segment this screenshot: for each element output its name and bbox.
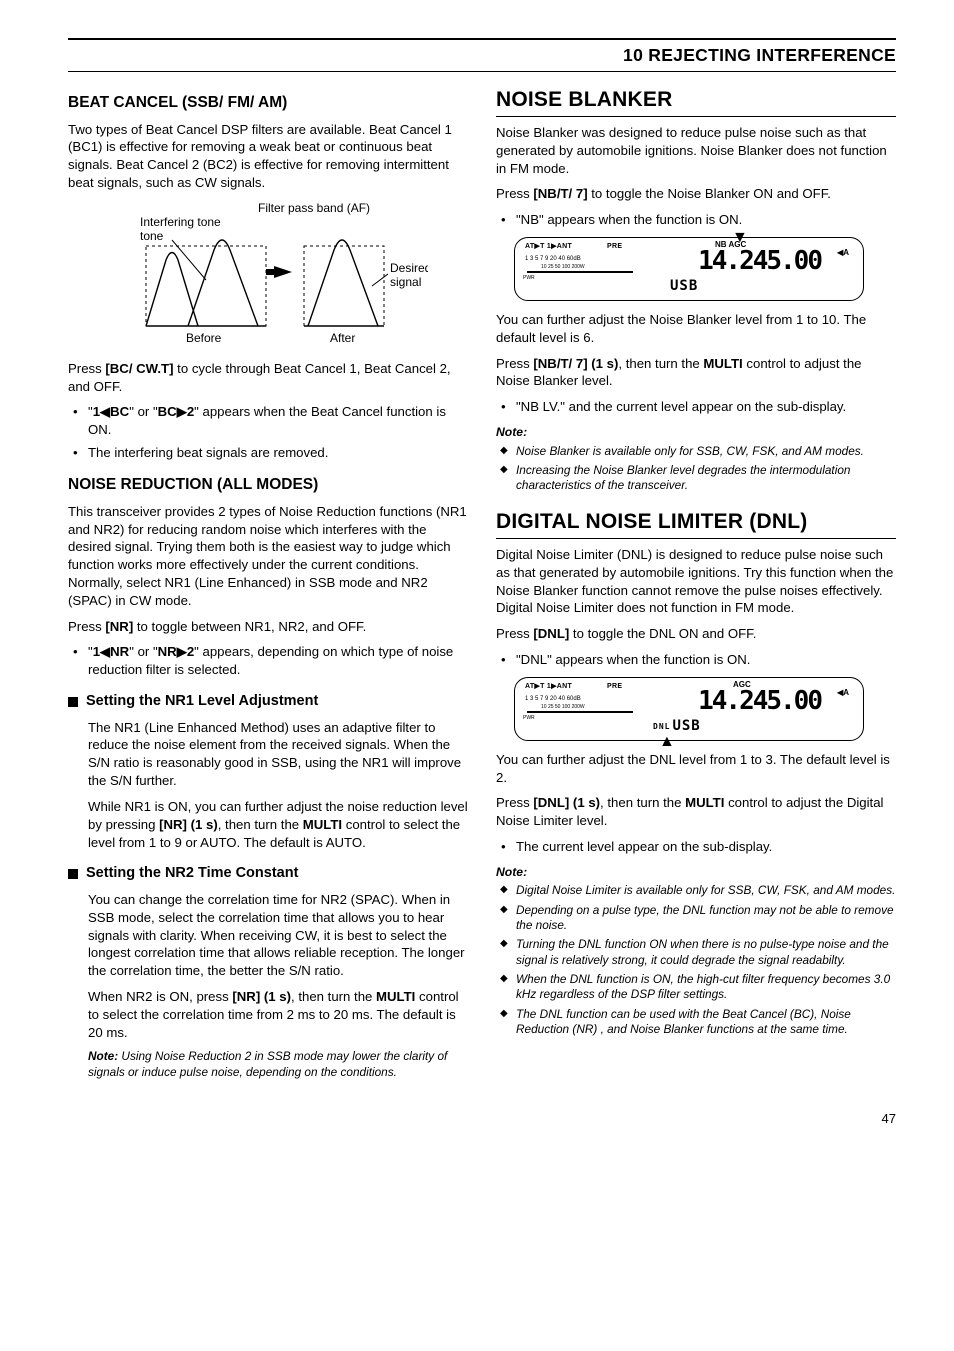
nb-intro: Noise Blanker was designed to reduce pul… bbox=[496, 124, 896, 177]
two-column-layout: BEAT CANCEL (SSB/ FM/ AM) Two types of B… bbox=[68, 80, 896, 1088]
dnl-lcd-wrap: AT▶T 1▶ANT PRE AGC 1 3 5 7 9 20 40 60dB … bbox=[514, 677, 864, 741]
nr-press: Press [NR] to toggle between NR1, NR2, a… bbox=[68, 618, 468, 636]
svg-text:1 3 5 7 9 20 40 60dB: 1 3 5 7 9 20 40 60dB bbox=[525, 256, 581, 262]
dnl-note-4: When the DNL function is ON, the high-cu… bbox=[496, 972, 896, 1003]
nr-intro: This transceiver provides 2 types of Noi… bbox=[68, 503, 468, 610]
dnl-notes: Digital Noise Limiter is available only … bbox=[496, 883, 896, 1037]
dnl-heading: DIGITAL NOISE LIMITER (DNL) bbox=[496, 508, 896, 539]
nb-bullet-1: "NB" appears when the function is ON. bbox=[496, 211, 896, 229]
lcd-att-ant: AT▶T 1▶ANT bbox=[525, 242, 572, 251]
svg-text:PWR: PWR bbox=[523, 275, 535, 280]
dnl-bullet-2: The current level appear on the sub-disp… bbox=[496, 838, 896, 856]
nr-heading: NOISE REDUCTION (ALL MODES) bbox=[68, 475, 468, 496]
lcd-frequency: 14.245.00 bbox=[698, 244, 821, 280]
nb-note-lead: Note: bbox=[496, 424, 896, 440]
svg-text:PWR: PWR bbox=[523, 715, 535, 720]
nb-bullet-2-list: "NB LV." and the current level appear on… bbox=[496, 398, 896, 416]
diagram-interfering-label: Interfering tone bbox=[140, 215, 221, 229]
nb-note-1: Noise Blanker is available only for SSB,… bbox=[496, 444, 896, 459]
dnl-note-1: Digital Noise Limiter is available only … bbox=[496, 883, 896, 898]
svg-text:10 25 50 100 200W: 10 25 50 100 200W bbox=[541, 704, 585, 710]
svg-text:signal: signal bbox=[390, 275, 421, 289]
dnl-note-lead: Note: bbox=[496, 864, 896, 880]
up-arrow-icon: ▲ bbox=[659, 731, 675, 753]
nr2-subheading: Setting the NR2 Time Constant bbox=[68, 864, 468, 884]
nb-lcd: AT▶T 1▶ANT PRE NB AGC 1 3 5 7 9 20 40 60… bbox=[514, 237, 864, 301]
left-column: BEAT CANCEL (SSB/ FM/ AM) Two types of B… bbox=[68, 80, 468, 1088]
nb-bullet-1-list: "NB" appears when the function is ON. bbox=[496, 211, 896, 229]
lcd-pre: PRE bbox=[607, 682, 622, 691]
nr2-title: Setting the NR2 Time Constant bbox=[86, 864, 298, 884]
right-column: NOISE BLANKER Noise Blanker was designed… bbox=[496, 80, 896, 1088]
diagram-filter-label: Filter pass band (AF) bbox=[258, 201, 370, 215]
press-bc-text: Press [BC/ CW.T] to cycle through Beat C… bbox=[68, 360, 468, 396]
lcd-att-ant: AT▶T 1▶ANT bbox=[525, 682, 572, 691]
lcd-meter-icon: 1 3 5 7 9 20 40 60dB PWR 10 25 50 100 20… bbox=[523, 252, 643, 280]
diagram-before-label: Before bbox=[186, 331, 222, 345]
nb-adjust: You can further adjust the Noise Blanker… bbox=[496, 311, 896, 347]
svg-text:1 3 5 7 9 20 40 60dB: 1 3 5 7 9 20 40 60dB bbox=[525, 696, 581, 702]
nr1-p2: While NR1 is ON, you can further adjust … bbox=[88, 798, 468, 851]
bc-bullet-2: The interfering beat signals are removed… bbox=[68, 444, 468, 462]
nr2-note: Note: Using Noise Reduction 2 in SSB mod… bbox=[88, 1049, 468, 1080]
dnl-note-3: Turning the DNL function ON when there i… bbox=[496, 937, 896, 968]
dnl-adjust: You can further adjust the DNL level fro… bbox=[496, 751, 896, 787]
lcd-mode: USB bbox=[670, 277, 698, 296]
dnl-bullet-1: "DNL" appears when the function is ON. bbox=[496, 651, 896, 669]
nb-lcd-wrap: ▼ AT▶T 1▶ANT PRE NB AGC 1 3 5 7 9 20 40 … bbox=[514, 237, 864, 301]
beat-cancel-intro: Two types of Beat Cancel DSP filters are… bbox=[68, 121, 468, 192]
dnl-press: Press [DNL] to toggle the DNL ON and OFF… bbox=[496, 625, 896, 643]
diagram-desired-label: Desired signal bbox=[390, 261, 428, 275]
beat-cancel-heading: BEAT CANCEL (SSB/ FM/ AM) bbox=[68, 93, 468, 114]
dnl-note-5: The DNL function can be used with the Be… bbox=[496, 1007, 896, 1038]
dnl-lcd: AT▶T 1▶ANT PRE AGC 1 3 5 7 9 20 40 60dB … bbox=[514, 677, 864, 741]
chapter-heading: 10 REJECTING INTERFERENCE bbox=[68, 42, 896, 72]
nb-note-2: Increasing the Noise Blanker level degra… bbox=[496, 463, 896, 494]
bc-bullets: "1◀BC" or "BC▶2" appears when the Beat C… bbox=[68, 403, 468, 461]
nr2-p1: You can change the correlation time for … bbox=[88, 891, 468, 980]
lcd-frequency: 14.245.00 bbox=[698, 684, 821, 720]
beat-cancel-diagram: Filter pass band (AF) Interfering tone t… bbox=[108, 200, 428, 350]
nb-notes: Noise Blanker is available only for SSB,… bbox=[496, 444, 896, 494]
svg-text:tone: tone bbox=[140, 229, 164, 243]
noise-blanker-heading: NOISE BLANKER bbox=[496, 86, 896, 117]
nr-bullets: "1◀NR" or "NR▶2" appears, depending on w… bbox=[68, 643, 468, 679]
nb-bullet-2: "NB LV." and the current level appear on… bbox=[496, 398, 896, 416]
dnl-intro: Digital Noise Limiter (DNL) is designed … bbox=[496, 546, 896, 617]
lcd-meter-icon: 1 3 5 7 9 20 40 60dB PWR 10 25 50 100 20… bbox=[523, 692, 643, 720]
nr1-subheading: Setting the NR1 Level Adjustment bbox=[68, 692, 468, 712]
svg-text:10 25 50 100 200W: 10 25 50 100 200W bbox=[541, 264, 585, 270]
bc-bullet-1: "1◀BC" or "BC▶2" appears when the Beat C… bbox=[68, 403, 468, 439]
dnl-bullet-1-list: "DNL" appears when the function is ON. bbox=[496, 651, 896, 669]
nb-press2: Press [NB/T/ 7] (1 s), then turn the MUL… bbox=[496, 355, 896, 391]
lcd-pre: PRE bbox=[607, 242, 622, 251]
lcd-a-indicator: ◀A bbox=[837, 688, 849, 699]
diagram-after-label: After bbox=[330, 331, 355, 345]
top-rule bbox=[68, 38, 896, 40]
nb-press: Press [NB/T/ 7] to toggle the Noise Blan… bbox=[496, 185, 896, 203]
dnl-press2: Press [DNL] (1 s), then turn the MULTI c… bbox=[496, 794, 896, 830]
nr2-p2: When NR2 is ON, press [NR] (1 s), then t… bbox=[88, 988, 468, 1041]
nr1-title: Setting the NR1 Level Adjustment bbox=[86, 692, 318, 712]
dnl-note-2: Depending on a pulse type, the DNL funct… bbox=[496, 903, 896, 934]
nr1-p1: The NR1 (Line Enhanced Method) uses an a… bbox=[88, 719, 468, 790]
square-bullet-icon bbox=[68, 697, 78, 707]
page-number: 47 bbox=[68, 1110, 896, 1128]
nr-bullet-1: "1◀NR" or "NR▶2" appears, depending on w… bbox=[68, 643, 468, 679]
square-bullet-icon bbox=[68, 869, 78, 879]
lcd-a-indicator: ◀A bbox=[837, 248, 849, 259]
dnl-bullet-2-list: The current level appear on the sub-disp… bbox=[496, 838, 896, 856]
